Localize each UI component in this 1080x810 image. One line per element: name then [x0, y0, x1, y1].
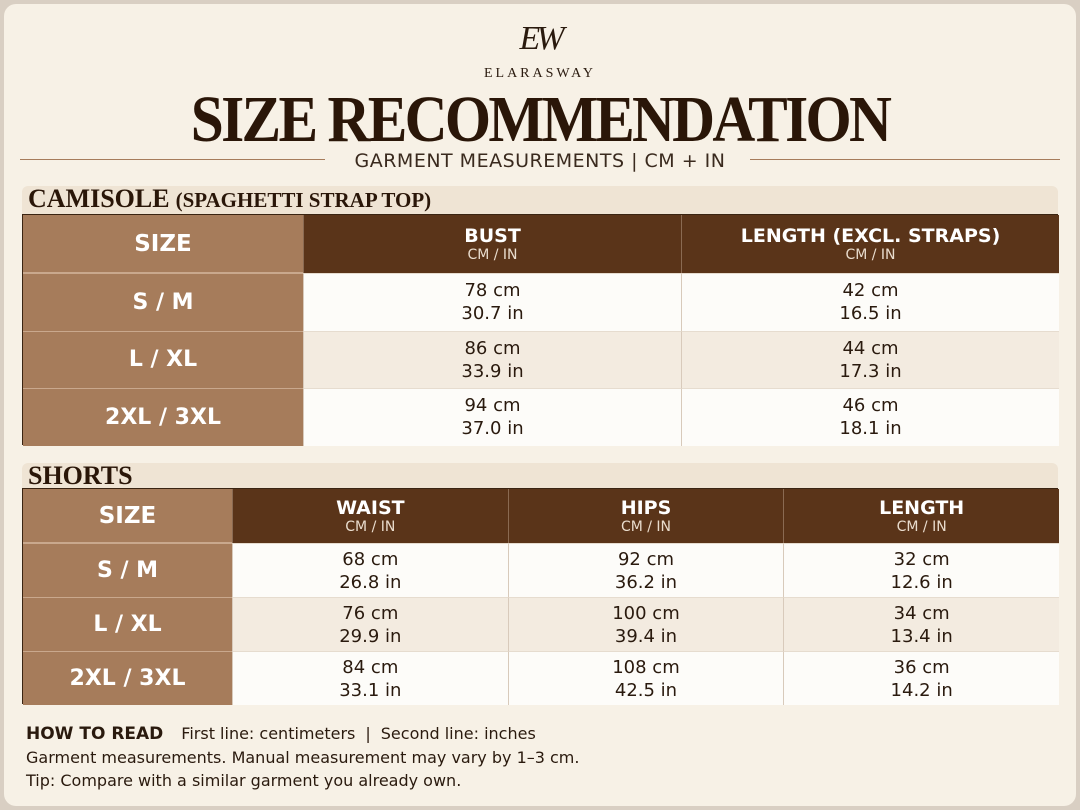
column-unit: CM / IN	[467, 247, 518, 263]
cm-value: 92 cm	[617, 548, 675, 570]
inch-value: 36.2 in	[614, 571, 678, 593]
column-unit: CM / IN	[620, 519, 672, 535]
size-header: SIZE	[23, 215, 303, 273]
size-label: S / M	[23, 273, 303, 331]
column-header: LENGTH (EXCL. STRAPS) CM / IN	[681, 215, 1059, 273]
measurement-cell: 108 cm 42.5 in	[507, 651, 784, 705]
column-label: WAIST	[336, 497, 405, 519]
measurement-cell: 92 cm 36.2 in	[507, 543, 784, 597]
inch-value: 33.9 in	[461, 360, 524, 382]
footer-text: Second line: inches	[380, 724, 536, 743]
cm-value: 36 cm	[893, 656, 950, 678]
cm-value: 78 cm	[464, 280, 521, 302]
inch-value: 39.4 in	[614, 625, 678, 647]
inch-value: 17.3 in	[839, 360, 902, 382]
measurement-cell: 68 cm 26.8 in	[232, 543, 508, 597]
inch-value: 12.6 in	[890, 571, 953, 593]
measurement-cell: 42 cm 16.5 in	[681, 273, 1059, 331]
logo: EW	[519, 20, 564, 57]
cm-value: 44 cm	[842, 337, 899, 359]
column-header: HIPS CM / IN	[507, 489, 784, 543]
column-header: WAIST CM / IN	[232, 489, 508, 543]
page: EW ELARASWAY SIZE RECOMMENDATION GARMENT…	[4, 4, 1076, 806]
inch-value: 42.5 in	[614, 679, 678, 701]
inch-value: 37.0 in	[461, 418, 524, 440]
size-table: SIZE WAIST CM / IN HIPS CM / IN LENGTH CM / IN…	[22, 488, 1059, 705]
measurement-cell: 76 cm 29.9 in	[232, 597, 508, 651]
inch-value: 33.1 in	[339, 679, 402, 701]
measurement-cell: 94 cm 37.0 in	[303, 388, 681, 446]
cm-value: 84 cm	[342, 656, 399, 678]
section-band: SHORTS	[22, 461, 1058, 491]
cm-value: 46 cm	[842, 395, 899, 417]
size-label: 2XL / 3XL	[23, 651, 232, 705]
inch-value: 18.1 in	[839, 418, 902, 440]
separator: |	[365, 724, 371, 743]
measurement-cell: 36 cm 14.2 in	[783, 651, 1059, 705]
measurement-cell: 86 cm 33.9 in	[303, 330, 681, 388]
size-header: SIZE	[23, 489, 232, 543]
section-name: CAMISOLE	[28, 184, 170, 213]
measurement-cell: 44 cm 17.3 in	[681, 330, 1059, 388]
section-note: (SPAGHETTI STRAP TOP)	[175, 188, 432, 212]
size-label: 2XL / 3XL	[23, 388, 303, 446]
section-title: CAMISOLE (SPAGHETTI STRAP TOP)	[28, 184, 431, 214]
column-label: BUST	[464, 225, 521, 247]
size-label: S / M	[23, 543, 232, 597]
cm-value: 94 cm	[464, 395, 521, 417]
subtitle: GARMENT MEASUREMENTS | CM + IN	[354, 150, 726, 172]
section-name: SHORTS	[28, 461, 133, 490]
column-header: BUST CM / IN	[303, 215, 681, 273]
footer: HOW TO READ First line: centimeters | Secon…	[26, 722, 579, 792]
measurement-cell: 46 cm 18.1 in	[681, 388, 1059, 446]
inch-value: 26.8 in	[339, 571, 402, 593]
column-unit: CM / IN	[845, 247, 896, 263]
brand-name: ELARASWAY	[483, 66, 597, 81]
cm-value: 100 cm	[612, 602, 680, 624]
cm-value: 76 cm	[342, 602, 399, 624]
inch-value: 29.9 in	[339, 625, 402, 647]
column-label: LENGTH (EXCL. STRAPS)	[740, 225, 1001, 247]
column-unit: CM / IN	[896, 519, 947, 535]
measurement-cell: 100 cm 39.4 in	[507, 597, 784, 651]
column-label: HIPS	[620, 497, 672, 519]
inch-value: 13.4 in	[890, 625, 953, 647]
size-label: L / XL	[23, 597, 232, 651]
cm-value: 108 cm	[612, 656, 680, 678]
cm-value: 42 cm	[842, 280, 899, 302]
section-band: CAMISOLE (SPAGHETTI STRAP TOP)	[22, 184, 1058, 214]
column-label: LENGTH	[879, 497, 965, 519]
footer-label: HOW TO READ	[26, 724, 164, 744]
inch-value: 30.7 in	[461, 303, 524, 325]
section-title: SHORTS	[28, 461, 133, 491]
measurement-cell: 34 cm 13.4 in	[783, 597, 1059, 651]
footer-line: HOW TO READ First line: centimeters | Secon…	[26, 722, 579, 746]
footer-text: First line: centimeters	[181, 724, 356, 743]
measurement-cell: 84 cm 33.1 in	[232, 651, 508, 705]
size-label: L / XL	[23, 330, 303, 388]
column-header: LENGTH CM / IN	[783, 489, 1059, 543]
rule	[20, 159, 325, 160]
inch-value: 16.5 in	[839, 303, 902, 325]
cm-value: 68 cm	[342, 548, 399, 570]
footer-line: Garment measurements. Manual measurement…	[26, 748, 580, 767]
footer-line: Tip: Compare with a similar garment you …	[26, 771, 462, 790]
column-unit: CM / IN	[345, 519, 396, 535]
measurement-cell: 78 cm 30.7 in	[303, 273, 681, 331]
measurement-cell: 32 cm 12.6 in	[783, 543, 1059, 597]
rule	[750, 159, 1060, 160]
inch-value: 14.2 in	[890, 679, 953, 701]
size-table: SIZE BUST CM / IN LENGTH (EXCL. STRAPS) CM /…	[22, 214, 1059, 446]
cm-value: 32 cm	[893, 548, 950, 570]
cm-value: 86 cm	[464, 337, 521, 359]
title: SIZE RECOMMENDATION	[190, 83, 892, 156]
cm-value: 34 cm	[893, 602, 950, 624]
